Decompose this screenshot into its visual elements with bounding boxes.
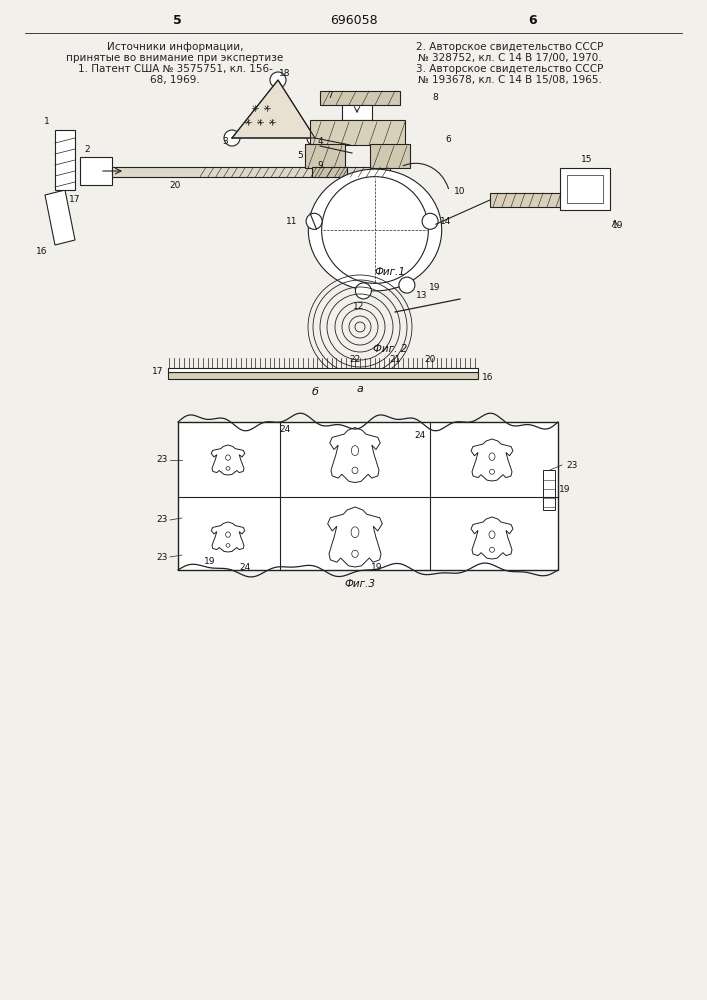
Text: 21: 21 [390,356,401,364]
Polygon shape [471,517,513,559]
Text: 68, 1969.: 68, 1969. [150,75,200,85]
Text: 19: 19 [612,222,624,231]
Bar [55,130,75,190]
Text: 6: 6 [445,135,451,144]
Polygon shape [329,428,380,483]
Polygon shape [328,507,382,567]
Text: 19: 19 [204,558,216,566]
Text: 20: 20 [424,356,436,364]
Text: 3. Авторское свидетельство СССР: 3. Авторское свидетельство СССР [416,64,604,74]
Text: 5: 5 [173,14,182,27]
Text: 1. Патент США № 3575751, кл. 156-: 1. Патент США № 3575751, кл. 156- [78,64,272,74]
Text: 24: 24 [279,426,291,434]
Text: 23: 23 [156,516,168,524]
Text: 3: 3 [222,137,228,146]
Text: 20: 20 [169,180,181,190]
Text: 23: 23 [566,460,578,470]
Text: 23: 23 [156,552,168,562]
Text: 19: 19 [559,486,571,494]
Circle shape [422,213,438,229]
Bar [370,144,410,168]
Bar [168,368,478,372]
Bar [178,422,558,570]
Bar [320,91,400,105]
Text: 2. Авторское свидетельство СССР: 2. Авторское свидетельство СССР [416,42,604,52]
Text: 15: 15 [581,155,592,164]
Text: 18: 18 [279,68,291,78]
Circle shape [270,72,286,88]
Text: б: б [312,387,318,397]
Circle shape [306,213,322,229]
Bar [112,167,390,177]
Text: 16: 16 [36,247,48,256]
Bar [305,144,345,168]
Polygon shape [232,80,315,138]
Text: 17: 17 [152,367,164,376]
Ellipse shape [308,169,442,291]
Text: 19: 19 [371,562,382,572]
Text: 10: 10 [455,188,466,196]
Text: № 328752, кл. С 14 В 17/00, 1970.: № 328752, кл. С 14 В 17/00, 1970. [418,53,602,63]
Circle shape [224,130,240,146]
Text: 24: 24 [414,430,426,440]
Circle shape [356,283,371,299]
Text: 19: 19 [429,282,440,292]
Text: 1: 1 [44,117,50,126]
Text: 8: 8 [432,94,438,103]
Bar [168,372,478,379]
Text: 2: 2 [84,145,90,154]
Text: принятые во внимание при экспертизе: принятые во внимание при экспертизе [66,53,284,63]
Text: Фиг.3: Фиг.3 [344,579,375,589]
Text: Фиг. 2: Фиг. 2 [373,344,407,354]
Text: 11: 11 [286,217,298,226]
Bar [490,193,560,207]
Circle shape [322,177,428,283]
Bar [80,157,112,185]
Bar [560,168,610,210]
Bar [342,105,372,120]
Text: 24: 24 [240,562,250,572]
Text: 6: 6 [529,14,537,27]
Circle shape [307,130,323,146]
Polygon shape [45,190,75,245]
Text: 23: 23 [156,456,168,464]
Text: 9: 9 [317,160,323,169]
Text: Фиг.1: Фиг.1 [375,267,406,277]
Text: а: а [356,384,363,394]
Bar [543,470,555,510]
Text: 12: 12 [353,302,364,311]
Text: Источники информации,: Источники информации, [107,42,243,52]
Text: 4: 4 [317,137,323,146]
Text: 5: 5 [297,150,303,159]
Bar [567,175,603,203]
Polygon shape [211,445,245,475]
Text: 22: 22 [349,356,361,364]
Text: 696058: 696058 [330,14,378,27]
Text: 16: 16 [482,372,493,381]
Circle shape [399,277,415,293]
Polygon shape [211,522,245,552]
Text: 17: 17 [69,196,81,205]
Bar [310,120,405,145]
Text: 7: 7 [327,91,333,100]
Text: 14: 14 [440,217,452,226]
Text: 13: 13 [416,291,428,300]
Polygon shape [471,439,513,481]
Bar [312,167,347,177]
Text: № 193678, кл. С 14 В 15/08, 1965.: № 193678, кл. С 14 В 15/08, 1965. [418,75,602,85]
